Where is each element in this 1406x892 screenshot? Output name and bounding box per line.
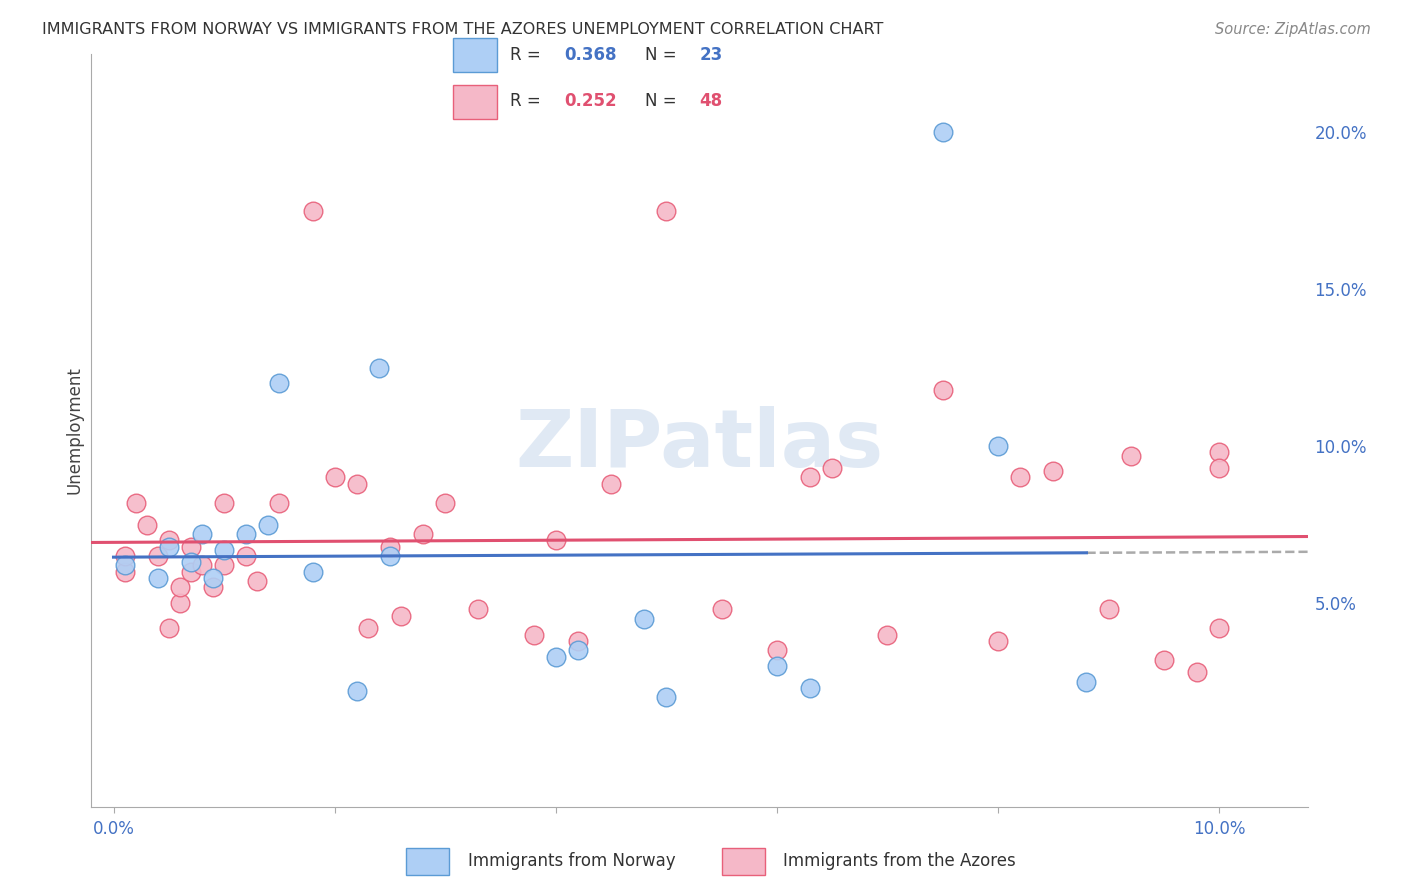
- Point: [146, 571, 169, 585]
- Text: 0.252: 0.252: [564, 92, 617, 110]
- Point: [876, 627, 898, 641]
- FancyBboxPatch shape: [406, 848, 450, 875]
- Point: [212, 542, 235, 557]
- Point: [157, 540, 180, 554]
- Point: [1208, 461, 1230, 475]
- Point: [567, 633, 589, 648]
- Point: [114, 558, 136, 573]
- Point: [412, 527, 434, 541]
- Point: [1119, 449, 1142, 463]
- FancyBboxPatch shape: [453, 86, 496, 119]
- Point: [544, 533, 567, 548]
- Text: N =: N =: [645, 92, 682, 110]
- Point: [600, 476, 623, 491]
- Point: [191, 527, 214, 541]
- Point: [987, 633, 1010, 648]
- Point: [467, 602, 489, 616]
- Point: [202, 571, 225, 585]
- Point: [1076, 674, 1098, 689]
- Point: [1208, 445, 1230, 459]
- Point: [114, 565, 136, 579]
- Point: [269, 495, 291, 509]
- Point: [1153, 653, 1175, 667]
- Point: [346, 684, 368, 698]
- Point: [169, 581, 191, 595]
- Text: Source: ZipAtlas.com: Source: ZipAtlas.com: [1215, 22, 1371, 37]
- Point: [367, 360, 389, 375]
- Point: [212, 495, 235, 509]
- Point: [169, 596, 191, 610]
- Text: Immigrants from Norway: Immigrants from Norway: [468, 852, 675, 870]
- Y-axis label: Unemployment: Unemployment: [65, 367, 83, 494]
- Point: [1042, 464, 1064, 478]
- Text: N =: N =: [645, 46, 682, 64]
- Point: [655, 203, 678, 218]
- Point: [346, 476, 368, 491]
- Point: [378, 549, 401, 563]
- Point: [821, 461, 844, 475]
- Point: [931, 383, 953, 397]
- Point: [180, 540, 202, 554]
- Point: [799, 681, 821, 695]
- Point: [523, 627, 546, 641]
- Point: [633, 612, 655, 626]
- Point: [212, 558, 235, 573]
- Point: [1208, 621, 1230, 635]
- Point: [357, 621, 380, 635]
- Point: [987, 439, 1010, 453]
- Point: [1185, 665, 1208, 680]
- Point: [202, 581, 225, 595]
- Point: [246, 574, 269, 589]
- Point: [655, 690, 678, 705]
- Point: [799, 470, 821, 484]
- Text: ZIPatlas: ZIPatlas: [516, 407, 883, 484]
- Point: [389, 608, 412, 623]
- Point: [766, 643, 789, 657]
- Point: [567, 643, 589, 657]
- Text: 0.368: 0.368: [564, 46, 617, 64]
- Point: [124, 495, 146, 509]
- Text: R =: R =: [510, 92, 547, 110]
- Point: [235, 549, 257, 563]
- Text: IMMIGRANTS FROM NORWAY VS IMMIGRANTS FROM THE AZORES UNEMPLOYMENT CORRELATION CH: IMMIGRANTS FROM NORWAY VS IMMIGRANTS FRO…: [42, 22, 883, 37]
- Text: 23: 23: [699, 46, 723, 64]
- Point: [269, 376, 291, 391]
- Point: [257, 517, 280, 532]
- Point: [301, 203, 323, 218]
- Text: 48: 48: [699, 92, 723, 110]
- Point: [766, 659, 789, 673]
- Point: [180, 565, 202, 579]
- Point: [157, 533, 180, 548]
- Point: [180, 555, 202, 569]
- Point: [301, 565, 323, 579]
- Point: [931, 125, 953, 139]
- Point: [146, 549, 169, 563]
- Point: [157, 621, 180, 635]
- Point: [235, 527, 257, 541]
- Point: [1010, 470, 1032, 484]
- Text: R =: R =: [510, 46, 547, 64]
- Point: [323, 470, 346, 484]
- Point: [434, 495, 457, 509]
- FancyBboxPatch shape: [721, 848, 765, 875]
- Point: [544, 649, 567, 664]
- FancyBboxPatch shape: [453, 38, 496, 72]
- Text: Immigrants from the Azores: Immigrants from the Azores: [783, 852, 1017, 870]
- Point: [710, 602, 733, 616]
- Point: [1097, 602, 1119, 616]
- Point: [135, 517, 157, 532]
- Point: [378, 540, 401, 554]
- Point: [191, 558, 214, 573]
- Point: [114, 549, 136, 563]
